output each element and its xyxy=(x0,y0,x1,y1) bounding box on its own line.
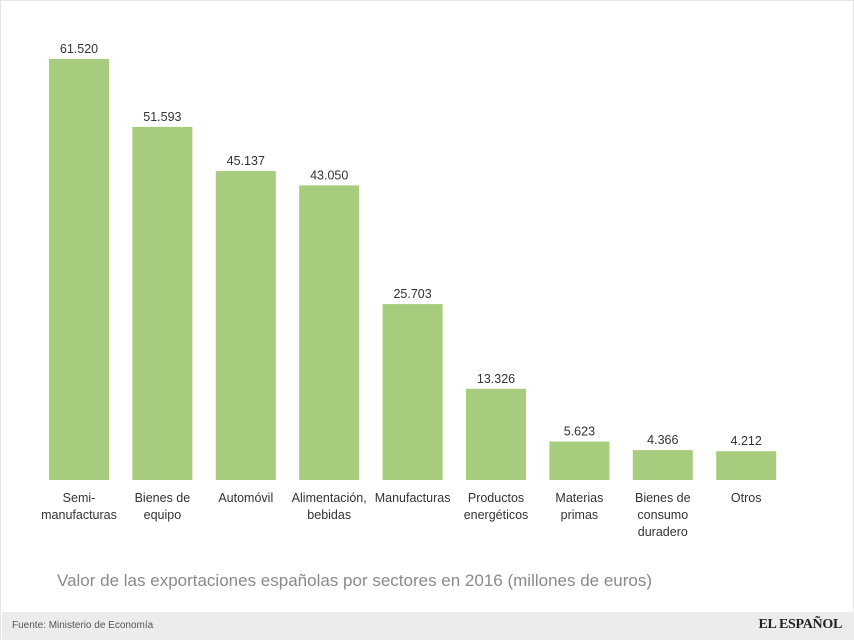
category-label: Bienes de equipo xyxy=(135,491,191,522)
bar-value-label: 45.137 xyxy=(227,154,265,168)
category-label: Alimentación, bebidas xyxy=(292,491,367,522)
category-label: Automóvil xyxy=(218,491,273,505)
category-label: Productos energéticos xyxy=(464,491,529,522)
bar xyxy=(215,171,276,480)
bar xyxy=(132,126,193,481)
category-label: Manufacturas xyxy=(375,491,451,505)
bar xyxy=(299,185,360,480)
bar-value-label: 61.520 xyxy=(60,42,98,56)
bar-value-label: 4.212 xyxy=(731,434,762,448)
category-label: Materias primas xyxy=(555,491,603,522)
bar-value-label: 43.050 xyxy=(310,168,348,182)
bar-value-label: 4.366 xyxy=(647,433,678,447)
category-label: Bienes de consumo duradero xyxy=(635,491,691,539)
bar xyxy=(632,450,693,480)
bar-value-label: 5.623 xyxy=(564,425,595,439)
bar xyxy=(382,304,443,480)
bar xyxy=(466,388,526,480)
bar xyxy=(716,451,777,480)
footer-bar: Fuente: Ministerio de Economía EL ESPAÑO… xyxy=(2,612,854,640)
category-label: Semi-manufacturas xyxy=(41,491,117,522)
bar-value-label: 13.326 xyxy=(477,372,515,386)
category-label: Otros xyxy=(731,491,762,505)
bar-value-label: 51.593 xyxy=(143,110,181,124)
source-note: Fuente: Ministerio de Economía xyxy=(12,620,154,631)
chart-caption: Valor de las exportaciones españolas por… xyxy=(57,571,653,590)
bar-chart: 61.520 Semi-manufacturas 51.593 Bienes de eq… xyxy=(41,42,777,539)
bar-value-label: 25.703 xyxy=(393,287,431,301)
bar xyxy=(549,441,610,480)
bar xyxy=(49,59,109,480)
brand-logo: EL ESPAÑOL xyxy=(758,617,843,632)
